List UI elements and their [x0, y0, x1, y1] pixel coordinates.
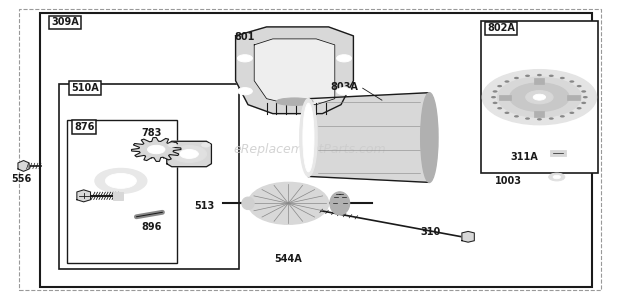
Circle shape [560, 77, 565, 79]
Bar [59, 84, 239, 269]
Polygon shape [309, 93, 429, 182]
Polygon shape [131, 138, 181, 161]
Circle shape [172, 146, 206, 162]
Ellipse shape [303, 103, 314, 172]
Ellipse shape [276, 98, 313, 106]
Circle shape [549, 75, 554, 77]
Circle shape [533, 94, 546, 100]
Ellipse shape [300, 99, 317, 176]
Text: 513: 513 [195, 201, 215, 211]
Text: 556: 556 [12, 174, 32, 184]
Ellipse shape [248, 182, 329, 224]
Text: 783: 783 [142, 128, 162, 138]
Circle shape [491, 96, 496, 98]
Circle shape [577, 107, 582, 109]
Circle shape [526, 91, 553, 104]
Circle shape [337, 55, 352, 62]
Bar [550, 150, 566, 156]
Circle shape [95, 168, 147, 193]
Circle shape [553, 175, 560, 179]
Text: 311A: 311A [510, 152, 538, 162]
Circle shape [497, 107, 502, 109]
Bar [534, 78, 544, 84]
Polygon shape [254, 39, 335, 105]
Circle shape [549, 173, 565, 181]
Text: 802A: 802A [487, 23, 515, 33]
Circle shape [505, 80, 510, 83]
Circle shape [525, 75, 530, 77]
Circle shape [237, 88, 252, 95]
Circle shape [537, 74, 542, 76]
Polygon shape [462, 231, 474, 242]
Circle shape [514, 77, 519, 79]
Bar [40, 13, 592, 287]
Bar [67, 120, 177, 263]
Polygon shape [77, 190, 91, 202]
Polygon shape [18, 161, 29, 171]
Bar [567, 95, 580, 100]
Circle shape [581, 90, 586, 93]
Circle shape [493, 90, 498, 93]
Circle shape [493, 102, 498, 104]
Text: 1003: 1003 [495, 176, 522, 186]
Circle shape [180, 150, 198, 158]
Circle shape [168, 143, 177, 147]
Bar [480, 21, 598, 173]
Circle shape [497, 77, 582, 118]
Circle shape [583, 96, 588, 98]
Circle shape [505, 112, 510, 114]
Circle shape [549, 117, 554, 120]
Text: 803A: 803A [330, 82, 358, 92]
Circle shape [148, 145, 165, 154]
Text: 801: 801 [235, 32, 255, 42]
Bar [499, 95, 511, 100]
Circle shape [577, 85, 582, 87]
Text: 544A: 544A [275, 254, 302, 264]
Circle shape [514, 115, 519, 118]
Text: 309A: 309A [51, 17, 79, 28]
Circle shape [569, 80, 574, 83]
Circle shape [105, 173, 136, 188]
Circle shape [337, 88, 352, 95]
Text: 896: 896 [142, 222, 162, 232]
Polygon shape [167, 141, 211, 167]
Circle shape [237, 55, 252, 62]
Circle shape [497, 85, 502, 87]
Text: 510A: 510A [71, 83, 99, 93]
Text: 310: 310 [421, 227, 441, 237]
Circle shape [202, 143, 210, 147]
Circle shape [525, 117, 530, 120]
Circle shape [537, 118, 542, 120]
Circle shape [482, 70, 596, 125]
Circle shape [510, 83, 569, 112]
Circle shape [569, 112, 574, 114]
Ellipse shape [330, 192, 350, 215]
Circle shape [560, 115, 565, 118]
Bar [113, 192, 123, 200]
Text: 876: 876 [74, 122, 94, 132]
Text: eReplacementParts.com: eReplacementParts.com [234, 143, 386, 156]
Polygon shape [236, 27, 353, 114]
Bar [534, 111, 544, 117]
Ellipse shape [242, 197, 254, 210]
Ellipse shape [420, 93, 438, 182]
Circle shape [581, 102, 586, 104]
